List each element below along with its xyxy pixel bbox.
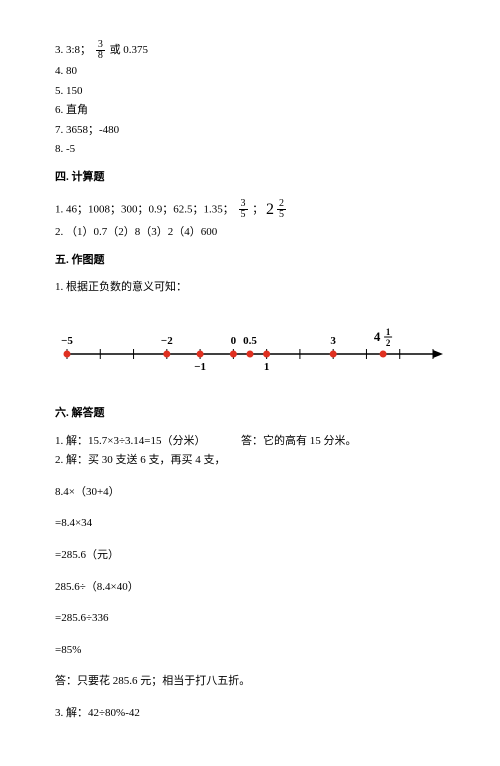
fraction-part: 2 5 <box>277 199 286 220</box>
svg-text:2: 2 <box>386 338 391 348</box>
svg-text:3: 3 <box>330 335 336 347</box>
sec4-q1-prefix: 1. 46；1008；300；0.9；62.5；1.35； <box>55 203 234 215</box>
sec5-q1: 1. 根据正负数的意义可知： <box>55 279 445 297</box>
sec6-q1: 1. 解：15.7×3÷3.14=15（分米） 答：它的高有 15 分米。 <box>55 433 445 451</box>
svg-text:1: 1 <box>264 361 270 373</box>
sec6-q1-left: 1. 解：15.7×3÷3.14=15（分米） <box>55 435 205 447</box>
answer-7: 7. 3658；-480 <box>55 122 445 140</box>
fraction-3-5: 3 5 <box>239 199 248 220</box>
svg-text:−2: −2 <box>161 335 173 347</box>
section-5-heading: 五. 作图题 <box>55 252 445 270</box>
answer-3: 3. 3:8； 3 8 或 0.375 <box>55 40 445 61</box>
svg-text:−5: −5 <box>61 335 73 347</box>
sec6-l5: =285.6÷336 <box>55 610 445 628</box>
denominator: 8 <box>96 51 105 61</box>
sec6-l6: =85% <box>55 642 445 660</box>
sec6-l2: =8.4×34 <box>55 515 445 533</box>
svg-text:0.5: 0.5 <box>243 335 257 347</box>
svg-text:0: 0 <box>231 335 237 347</box>
answer-3-suffix: 或 0.375 <box>110 44 149 56</box>
svg-text:4: 4 <box>374 329 381 344</box>
sec6-l4: 285.6÷（8.4×40） <box>55 579 445 597</box>
denominator: 5 <box>239 210 248 220</box>
sec4-q2: 2. （1）0.7（2）8（3）2（4）600 <box>55 224 445 242</box>
svg-text:1: 1 <box>386 327 391 337</box>
fraction-3-8: 3 8 <box>96 40 105 61</box>
sec4-q1-sep: ； <box>252 203 266 215</box>
answer-6: 6. 直角 <box>55 102 445 120</box>
sec6-q1-right: 答：它的高有 15 分米。 <box>241 435 357 447</box>
answer-5: 5. 150 <box>55 83 445 101</box>
denominator: 5 <box>277 210 286 220</box>
whole: 2 <box>266 197 274 223</box>
answer-4: 4. 80 <box>55 63 445 81</box>
svg-text:−1: −1 <box>194 361 206 373</box>
mixed-2-2-5: 2 2 5 <box>266 197 288 223</box>
sec6-ans: 答：只要花 285.6 元；相当于打八五折。 <box>55 673 445 691</box>
number-line-svg: −5−2−100.513412 <box>55 321 445 381</box>
number-line-figure: −5−2−100.513412 <box>55 321 445 381</box>
sec6-q3: 3. 解：42÷80%-42 <box>55 705 445 723</box>
section-6-heading: 六. 解答题 <box>55 405 445 423</box>
sec6-l1: 8.4×（30+4） <box>55 484 445 502</box>
answer-8: 8. -5 <box>55 141 445 159</box>
sec4-q1: 1. 46；1008；300；0.9；62.5；1.35； 3 5 ； 2 2 … <box>55 197 445 223</box>
sec6-l3: =285.6（元） <box>55 547 445 565</box>
section-4-heading: 四. 计算题 <box>55 169 445 187</box>
answer-3-prefix: 3. 3:8； <box>55 44 91 56</box>
sec6-q2a: 2. 解：买 30 支送 6 支，再买 4 支， <box>55 452 445 470</box>
